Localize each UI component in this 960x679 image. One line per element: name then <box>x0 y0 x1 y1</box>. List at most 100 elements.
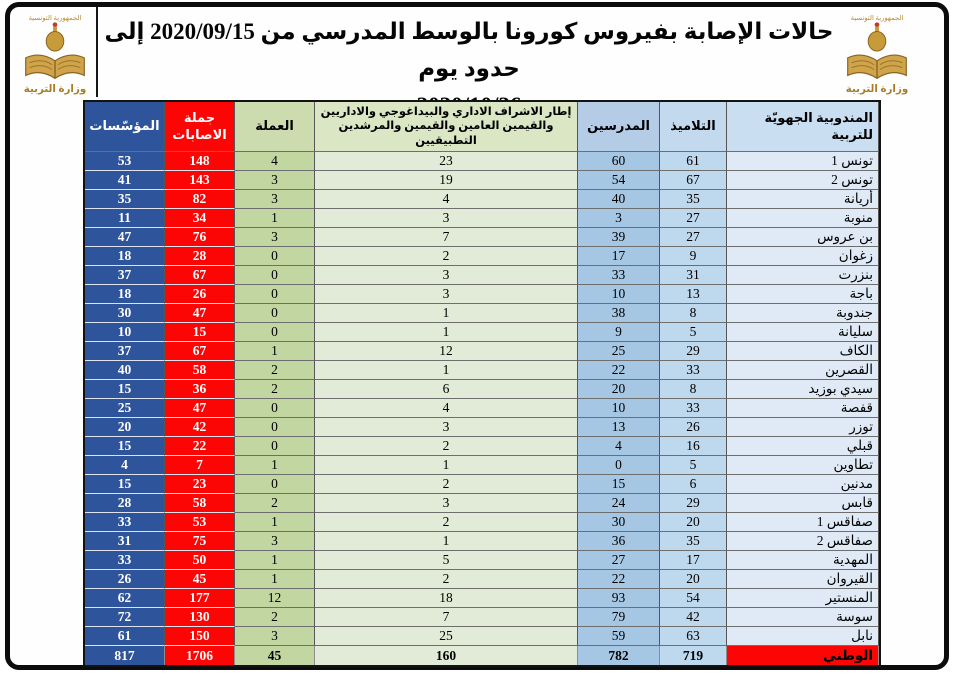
cell-supervision-staff: 2 <box>315 247 578 266</box>
table-row: 61 150 3 25 59 63 نابل <box>85 627 879 646</box>
cell-region: تونس 1 <box>727 152 879 171</box>
cell-region: سوسة <box>727 608 879 627</box>
cell-institutions: 18 <box>85 247 165 266</box>
cell-supervision-staff: 1 <box>315 532 578 551</box>
cell-students: 31 <box>660 266 727 285</box>
table-row: 47 76 3 7 39 27 بن عروس <box>85 228 879 247</box>
cell-teachers: 93 <box>578 589 660 608</box>
cell-supervision-staff: 7 <box>315 228 578 247</box>
cell-total-cases: 75 <box>165 532 235 551</box>
cell-students: 16 <box>660 437 727 456</box>
cell-region: تونس 2 <box>727 171 879 190</box>
cell-students: 5 <box>660 323 727 342</box>
cell-students: 9 <box>660 247 727 266</box>
header-divider <box>96 7 98 97</box>
cell-workers: 1 <box>235 513 315 532</box>
cell-institutions: 61 <box>85 627 165 646</box>
table-row: 33 53 1 2 30 20 صفاقس 1 <box>85 513 879 532</box>
table-row: 40 58 2 1 22 33 القصرين <box>85 361 879 380</box>
cell-workers: 0 <box>235 475 315 494</box>
cell-supervision-staff: 7 <box>315 608 578 627</box>
cell-workers: 3 <box>235 627 315 646</box>
cell-institutions: 10 <box>85 323 165 342</box>
cell-institutions: 4 <box>85 456 165 475</box>
cell-supervision-staff: 1 <box>315 361 578 380</box>
emblem-flag-icon <box>52 22 58 28</box>
cell-workers: 3 <box>235 171 315 190</box>
cell-workers: 1 <box>235 342 315 361</box>
cell-region: منوبة <box>727 209 879 228</box>
cell-institutions: 33 <box>85 551 165 570</box>
cell-institutions: 20 <box>85 418 165 437</box>
cell-supervision-staff: 5 <box>315 551 578 570</box>
emblem-top-text: الجمهورية التونسية <box>29 15 82 22</box>
cell-supervision-staff: 3 <box>315 418 578 437</box>
cell-total-cases: 15 <box>165 323 235 342</box>
table-row: 31 75 3 1 36 35 صفاقس 2 <box>85 532 879 551</box>
cell-institutions: 37 <box>85 342 165 361</box>
header-workers: العملة <box>235 102 315 152</box>
cell-workers: 3 <box>235 190 315 209</box>
cell-teachers: 22 <box>578 570 660 589</box>
cell-region: بنزرت <box>727 266 879 285</box>
cell-region: أريانة <box>727 190 879 209</box>
cell-supervision-staff: 25 <box>315 627 578 646</box>
cell-students: 35 <box>660 190 727 209</box>
header-students: التلاميذ <box>660 102 727 152</box>
cell-total-cases: 47 <box>165 399 235 418</box>
cell-total-workers: 45 <box>235 646 315 665</box>
cell-institutions: 25 <box>85 399 165 418</box>
cell-workers: 1 <box>235 570 315 589</box>
cell-students: 33 <box>660 399 727 418</box>
cell-students: 33 <box>660 361 727 380</box>
cell-students: 61 <box>660 152 727 171</box>
cell-teachers: 9 <box>578 323 660 342</box>
table-row: 25 47 0 4 10 33 قفصة <box>85 399 879 418</box>
emblem-flag-icon <box>874 22 880 28</box>
cell-students: 13 <box>660 285 727 304</box>
table-header: المؤسّسات جملة الاصابات العملة إطار الاش… <box>85 102 879 152</box>
cell-students: 27 <box>660 209 727 228</box>
cell-students: 20 <box>660 570 727 589</box>
header-row: المؤسّسات جملة الاصابات العملة إطار الاش… <box>85 102 879 152</box>
table-row: 18 28 0 2 17 9 زغوان <box>85 247 879 266</box>
cell-region: جندوبة <box>727 304 879 323</box>
table-row: 4 7 1 1 0 5 تطاوين <box>85 456 879 475</box>
table-row: 20 42 0 3 13 26 توزر <box>85 418 879 437</box>
cell-institutions: 18 <box>85 285 165 304</box>
cell-supervision-staff: 1 <box>315 304 578 323</box>
cell-students: 67 <box>660 171 727 190</box>
cell-institutions: 41 <box>85 171 165 190</box>
cell-total-cases: 45 <box>165 570 235 589</box>
emblem-vessel <box>867 31 887 52</box>
cell-total-supervision: 160 <box>315 646 578 665</box>
cell-region: صفاقس 1 <box>727 513 879 532</box>
header-teachers: المدرسين <box>578 102 660 152</box>
cell-total-cases: 22 <box>165 437 235 456</box>
cell-supervision-staff: 12 <box>315 342 578 361</box>
cell-workers: 3 <box>235 228 315 247</box>
cell-workers: 2 <box>235 380 315 399</box>
cell-institutions: 15 <box>85 380 165 399</box>
cell-institutions: 15 <box>85 437 165 456</box>
cell-institutions: 37 <box>85 266 165 285</box>
cell-teachers: 59 <box>578 627 660 646</box>
cell-students: 42 <box>660 608 727 627</box>
cell-institutions: 47 <box>85 228 165 247</box>
table-row: 41 143 3 19 54 67 تونس 2 <box>85 171 879 190</box>
cell-teachers: 4 <box>578 437 660 456</box>
cell-total-cases: 36 <box>165 380 235 399</box>
table-row: 37 67 1 12 25 29 الكاف <box>85 342 879 361</box>
table-row: 28 58 2 3 24 29 قابس <box>85 494 879 513</box>
table-row: 37 67 0 3 33 31 بنزرت <box>85 266 879 285</box>
cell-institutions: 33 <box>85 513 165 532</box>
table-row: 11 34 1 3 3 27 منوبة <box>85 209 879 228</box>
cell-total-cases: 7 <box>165 456 235 475</box>
cell-teachers: 54 <box>578 171 660 190</box>
cell-supervision-staff: 3 <box>315 209 578 228</box>
table-body: 53 148 4 23 60 61 تونس 1 41 143 3 19 54 … <box>85 152 879 646</box>
cell-teachers: 20 <box>578 380 660 399</box>
cell-students: 26 <box>660 418 727 437</box>
cell-institutions: 40 <box>85 361 165 380</box>
